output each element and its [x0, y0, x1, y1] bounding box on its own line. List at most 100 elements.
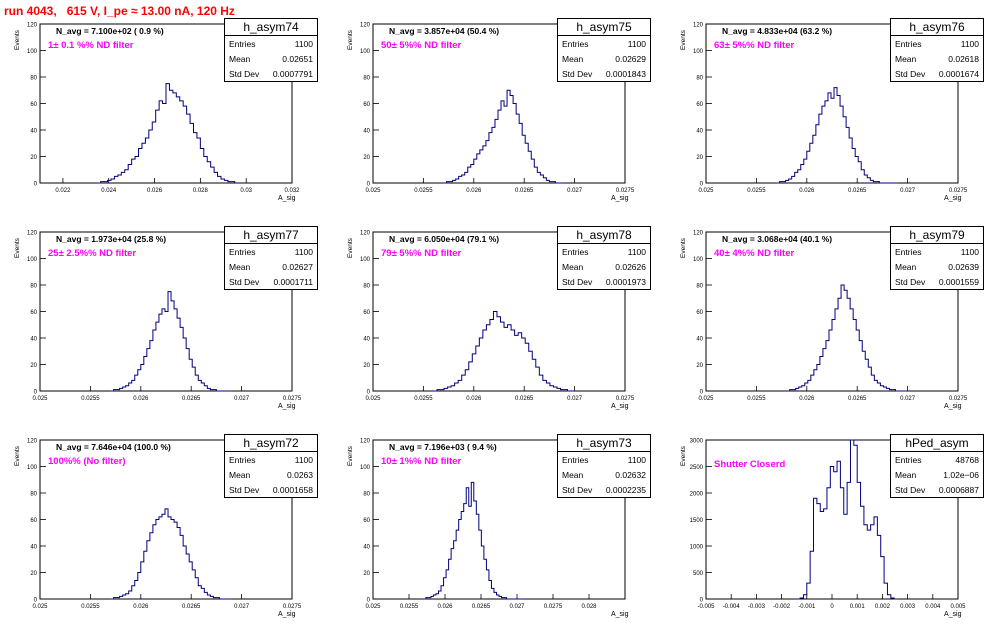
- stats-box: h_asym73 Entries 1100 Mean 0.02632 Std Dev 0.0…: [557, 434, 651, 498]
- histogram-pad-hPed_asym: 0 500 1000 1500 2000 2500 3000 -0.005 -0.004 -0.0…: [666, 434, 998, 642]
- x-axis-title: A_sig: [611, 403, 629, 410]
- x-tick-label: 0.0275: [949, 396, 968, 402]
- stats-box: h_asym72 Entries 1100 Mean 0.0263 Std Dev 0.00…: [224, 434, 318, 498]
- navg-text: N_avg = 1.973e+04 (25.8 %): [56, 234, 167, 244]
- y-axis-title: Events: [680, 446, 687, 466]
- stats-label: Std Dev: [562, 276, 593, 287]
- x-axis-title: A_sig: [278, 195, 296, 202]
- stats-box: h_asym74 Entries 1100 Mean 0.02651 Std Dev 0.0…: [224, 18, 318, 82]
- y-tick-label: 0: [34, 598, 38, 604]
- stats-row-entries: Entries 1100: [558, 36, 650, 51]
- stats-label: Std Dev: [229, 68, 260, 79]
- histogram-line: [110, 291, 232, 392]
- stats-label: Mean: [895, 469, 917, 480]
- y-tick-label: 100: [693, 49, 704, 55]
- stats-row-mean: Mean 0.02651: [225, 51, 317, 66]
- stats-row-entries: Entries 1100: [225, 452, 317, 467]
- y-tick-label: 20: [696, 155, 703, 161]
- x-tick-label: 0.026: [133, 604, 149, 610]
- stats-title: hPed_asym: [891, 435, 983, 452]
- y-tick-label: 3000: [690, 439, 704, 445]
- x-axis-title: A_sig: [611, 611, 629, 618]
- y-tick-label: 80: [363, 492, 370, 498]
- y-axis-title: Events: [347, 238, 354, 258]
- navg-text: N_avg = 3.068e+04 (40.1 %): [722, 234, 833, 244]
- x-axis-title: A_sig: [278, 611, 296, 618]
- stats-title: h_asym74: [225, 19, 317, 36]
- histogram-svg: 0 20 40 60 80 100 120 0.025 0.0255 0.026 0.0265 0.0…: [360, 439, 626, 610]
- x-tick-label: 0.004: [925, 604, 941, 610]
- histogram-pad-h_asym79: 0 20 40 60 80 100 120 0.025 0.0255 0.026 0.0265 0.0…: [666, 226, 998, 434]
- y-axis-title: Events: [347, 446, 354, 466]
- stats-label: Entries: [895, 38, 922, 49]
- y-tick-label: 60: [363, 518, 370, 524]
- x-tick-label: 0.026: [437, 604, 453, 610]
- y-tick-label: 0: [367, 598, 371, 604]
- page-title: run 4043, 615 V, I_pe ≈ 13.00 nA, 120 Hz: [4, 4, 235, 18]
- histogram-svg: 0 20 40 60 80 100 120 0.025 0.0255 0.026 0.0265 0.0…: [360, 231, 635, 403]
- stats-value: 48768: [955, 454, 979, 465]
- x-tick-label: 0.024: [101, 188, 117, 194]
- y-tick-label: 120: [360, 439, 371, 445]
- y-tick-label: 20: [363, 155, 370, 161]
- histogram-svg: 0 20 40 60 80 100 120 0.025 0.0255 0.026 0.0265 0.0…: [360, 23, 635, 195]
- x-tick-label: 0.0275: [949, 188, 968, 194]
- stats-title: h_asym78: [558, 227, 650, 244]
- y-tick-label: 100: [27, 49, 38, 55]
- x-tick-label: 0.026: [466, 396, 482, 402]
- stats-value: 0.0001559: [938, 276, 979, 287]
- x-tick-label: 0: [830, 604, 834, 610]
- y-tick-label: 2500: [690, 465, 704, 471]
- x-tick-label: 0.0265: [182, 396, 201, 402]
- stats-value: 1100: [294, 454, 313, 465]
- y-tick-label: 500: [693, 571, 704, 577]
- filter-annotation: 63± 5%% ND filter: [714, 40, 795, 51]
- y-tick-label: 60: [30, 102, 37, 108]
- histogram-line: [776, 87, 898, 184]
- x-tick-label: 0.0275: [283, 396, 302, 402]
- x-tick-label: 0.027: [900, 396, 916, 402]
- histogram-pad-h_asym73: 0 20 40 60 80 100 120 0.025 0.0255 0.026 0.0265 0.0…: [333, 434, 666, 642]
- x-axis-title: A_sig: [611, 195, 629, 202]
- y-tick-label: 80: [696, 76, 703, 82]
- x-tick-label: 0.0255: [81, 396, 100, 402]
- stats-row-mean: Mean 0.02627: [225, 259, 317, 274]
- y-tick-label: 80: [363, 76, 370, 82]
- stats-title: h_asym72: [225, 435, 317, 452]
- y-axis-title: Events: [14, 30, 21, 50]
- stats-box: h_asym77 Entries 1100 Mean 0.02627 Std Dev 0.0…: [224, 226, 318, 290]
- y-axis-title: Events: [680, 238, 687, 258]
- stats-label: Std Dev: [895, 484, 926, 495]
- x-tick-label: 0.026: [147, 188, 163, 194]
- x-tick-label: -0.001: [798, 604, 816, 610]
- x-axis-title: A_sig: [944, 611, 962, 618]
- x-tick-label: 0.027: [567, 188, 583, 194]
- stats-row-stddev: Std Dev 0.0002235: [558, 482, 650, 497]
- x-tick-label: -0.004: [723, 604, 741, 610]
- stats-value: 0.0002235: [605, 484, 646, 495]
- y-tick-label: 1000: [690, 545, 704, 551]
- y-tick-label: 20: [363, 363, 370, 369]
- x-tick-label: 0.027: [234, 604, 250, 610]
- y-tick-label: 40: [696, 337, 703, 343]
- y-axis-title: Events: [680, 30, 687, 50]
- stats-value: 1100: [294, 38, 313, 49]
- y-tick-label: 40: [363, 129, 370, 135]
- stats-label: Entries: [562, 454, 589, 465]
- x-tick-label: 0.026: [133, 396, 149, 402]
- stats-label: Entries: [229, 38, 256, 49]
- y-axis-title: Events: [14, 446, 21, 466]
- stats-row-mean: Mean 0.02618: [891, 51, 983, 66]
- y-tick-label: 80: [30, 284, 37, 290]
- y-tick-label: 80: [363, 284, 370, 290]
- x-tick-label: 0.001: [850, 604, 866, 610]
- y-axis-title: Events: [347, 30, 354, 50]
- filter-annotation: Shutter Closerd: [714, 459, 786, 470]
- filter-annotation: 50± 5%% ND filter: [381, 40, 462, 51]
- histogram-pad-h_asym74: 0 20 40 60 80 100 120 0.022 0.024 0.026 0.028 0.03 0…: [0, 18, 333, 226]
- y-tick-label: 80: [696, 284, 703, 290]
- stats-value: 0.02629: [615, 53, 646, 64]
- navg-text: N_avg = 3.857e+04 (50.4 %): [389, 26, 500, 36]
- stats-label: Std Dev: [562, 484, 593, 495]
- histogram-line: [110, 508, 232, 600]
